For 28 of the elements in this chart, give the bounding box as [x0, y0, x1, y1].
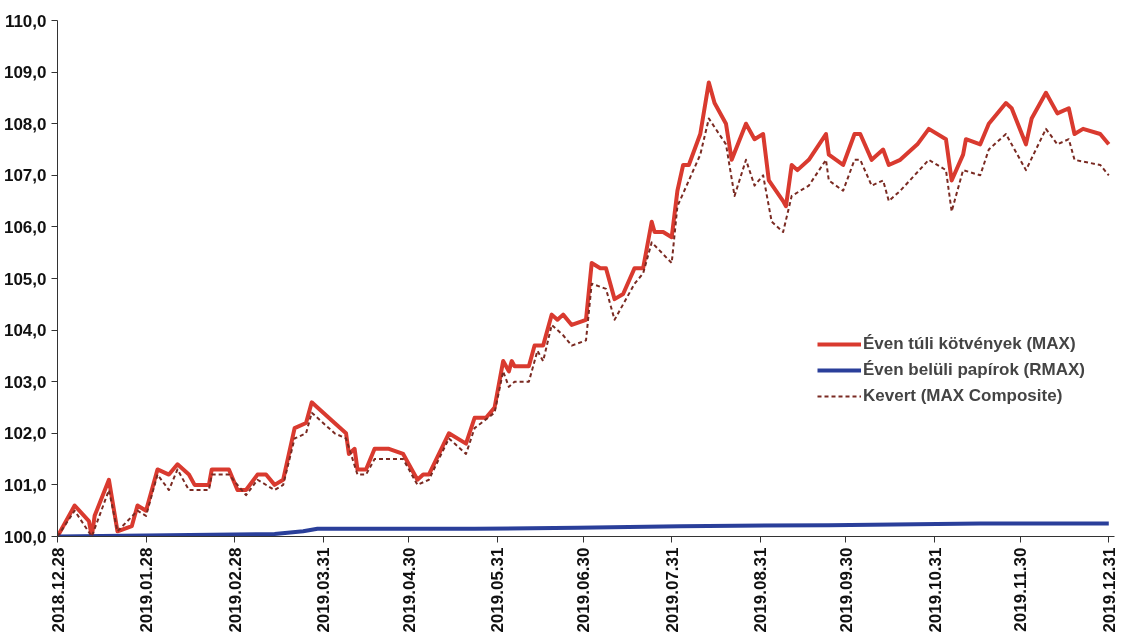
y-tick-label: 104,0 [3, 321, 47, 341]
y-tick-label: 109,0 [3, 63, 47, 83]
y-tick-label: 108,0 [3, 114, 47, 134]
x-tick-label: 2018.12.28 [48, 547, 68, 633]
x-tick-label: 2019.03.31 [314, 547, 334, 633]
line-series [57, 521, 1111, 537]
legend-label: Kevert (MAX Composite) [863, 386, 1063, 406]
x-tick-label: 2019.09.30 [836, 547, 856, 633]
x-tick-label: 2019.01.28 [137, 547, 157, 633]
x-tick-label: 2019.06.30 [574, 547, 594, 633]
x-tick-label: 2019.05.31 [488, 547, 508, 633]
y-tick-label: 110,0 [4, 11, 47, 31]
x-tick-label: 2019.11.30 [1011, 547, 1031, 632]
legend-label: Éven túli kötvények (MAX) [863, 334, 1076, 354]
y-tick-label: 107,0 [3, 166, 47, 186]
y-tick-label: 106,0 [3, 217, 47, 237]
y-tick-label: 100,0 [3, 527, 47, 547]
y-tick-label: 105,0 [3, 269, 47, 289]
x-tick-label: 2019.04.30 [399, 547, 419, 633]
x-tick-label: 2019.07.31 [662, 547, 682, 633]
x-tick-label: 2019.02.28 [225, 547, 245, 633]
x-tick-label: 2019.08.31 [751, 547, 771, 633]
legend-label: Éven belüli papírok (RMAX) [863, 360, 1085, 380]
y-tick-label: 102,0 [3, 424, 47, 444]
y-tick-label: 101,0 [3, 475, 47, 495]
y-tick-label: 103,0 [3, 372, 47, 392]
x-tick-label: 2019.10.31 [925, 547, 945, 633]
x-tick-label: 2019.12.31 [1099, 547, 1119, 633]
